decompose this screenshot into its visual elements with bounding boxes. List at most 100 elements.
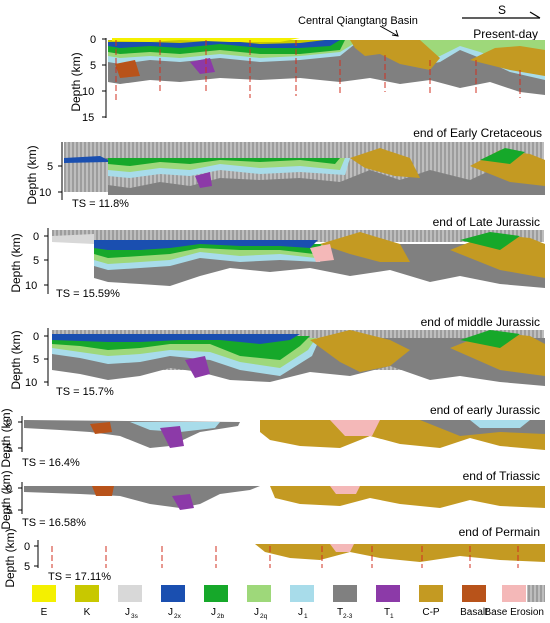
layer-c-p [470, 46, 545, 76]
tick-label: 5 [90, 60, 96, 72]
layer-j1 [470, 420, 530, 428]
legend-swatch-j2b [204, 585, 228, 602]
layer-base-erosion [330, 420, 380, 436]
shortening-label: TS = 15.7% [56, 386, 114, 398]
y-axis-label: Depth (km) [69, 52, 83, 111]
panel-title: Present-day [473, 27, 538, 41]
panel-middle-jurassic: 0 5 10 Depth (km) end of middle Jurassic… [9, 315, 545, 398]
legend-label: E [41, 607, 48, 618]
shortening-label: TS = 17.11% [48, 571, 111, 583]
panel-late-jurassic: 0 5 10 Depth (km) end of Late Jurassic T… [9, 215, 545, 300]
tick-label: 0 [6, 417, 12, 429]
tick-label: 15 [82, 112, 94, 124]
layer-j2x [52, 334, 300, 344]
layer-j2b [480, 148, 525, 164]
tick-label: 10 [25, 377, 37, 389]
layer-j2b [460, 330, 520, 348]
legend-swatch-k [75, 585, 99, 602]
layer-t1 [190, 58, 215, 74]
legend-subscript: 2x [174, 613, 182, 620]
tick-label: 5 [6, 505, 12, 517]
layer-c-p [270, 486, 545, 508]
panel-early-cretaceous: 5 10 Depth (km) end of Early Cretaceous … [25, 126, 545, 210]
seismic-background [52, 230, 544, 242]
y-axis-label: Depth (km) [0, 470, 13, 529]
layer-t1 [185, 356, 210, 378]
basin-pointer-head [391, 29, 399, 37]
panel-title: end of Permain [459, 525, 540, 539]
legend-swatch-basalt [462, 585, 486, 602]
layer-j3s [52, 234, 94, 244]
panel-title: end of middle Jurassic [421, 315, 540, 329]
legend-subscript: 2b [217, 613, 225, 620]
layer-c-p [450, 332, 545, 376]
basin-label: Central Qiangtang Basin [298, 15, 418, 27]
y-axis-label: Depth (km) [25, 145, 39, 204]
legend-label: Base Erosion [485, 607, 544, 618]
shortening-label: TS = 11.8% [72, 198, 129, 210]
y-axis-label: Depth (km) [3, 528, 17, 587]
shortening-label: TS = 16.58% [22, 517, 86, 529]
layer-j2x [64, 156, 108, 163]
shortening-label: TS = 15.59% [56, 288, 120, 300]
tick-label: 0 [6, 483, 12, 495]
layer-c-p [320, 232, 410, 262]
tick-label: 0 [90, 34, 96, 46]
layer-j2x [94, 240, 318, 250]
layer-c-p [350, 148, 420, 178]
tick-label: 0 [24, 541, 30, 553]
legend-swatch-seismic [527, 585, 545, 602]
panel-present-day: 0 5 10 15 Depth (km) Present-day [69, 27, 545, 124]
tick-label: 5 [33, 354, 39, 366]
legend-label: C-P [422, 607, 440, 618]
basin-pointer [379, 25, 399, 37]
panel-early-jurassic: 0 5 Depth (km) end of early Jurassic TS … [0, 403, 545, 469]
faults [51, 546, 519, 568]
legend-label: Basalt [460, 607, 488, 618]
layer-t2-3 [24, 486, 260, 508]
layer-basalt [115, 60, 140, 78]
legend-label: J [125, 607, 130, 618]
legend-subscript: 2q [260, 613, 268, 620]
panel-title: end of Early Cretaceous [413, 126, 542, 140]
legend-swatch-base-erosion [502, 585, 526, 602]
layer-base-erosion [330, 544, 354, 552]
layer-j2b [460, 232, 520, 250]
legend-subscript: 3s [131, 613, 139, 620]
legend-label: T [384, 607, 390, 618]
header: Central Qiangtang Basin S [298, 3, 541, 37]
legend-label: J [211, 607, 216, 618]
direction-label: S [498, 3, 506, 17]
layer-t1 [195, 172, 212, 188]
tick-label: 5 [33, 255, 39, 267]
tick-label: 5 [47, 161, 53, 173]
legend-subscript: 1 [390, 613, 394, 620]
direction-arrow-head [529, 11, 541, 19]
legend-subscript: 1 [304, 613, 308, 620]
legend-swatch-j1 [290, 585, 314, 602]
layer-j2b [108, 158, 340, 166]
layer-c-p [255, 544, 545, 562]
layer-c-p [350, 40, 440, 70]
legend-swatch-j2q [247, 585, 271, 602]
legend-label: J [298, 607, 303, 618]
legend-swatch-t2-3 [333, 585, 357, 602]
panel-title: end of Triassic [463, 469, 540, 483]
layer-t1 [172, 494, 194, 510]
layer-t2-3 [64, 158, 545, 195]
legend-swatch-j2x [161, 585, 185, 602]
layer-t1 [160, 426, 184, 448]
layer-base-erosion [330, 486, 360, 494]
tick-label: 10 [25, 280, 37, 292]
y-axis-label: Depth (km) [9, 233, 23, 292]
tick-label: 0 [33, 331, 39, 343]
panel-title: end of early Jurassic [430, 403, 540, 417]
faults [115, 40, 521, 102]
panel-permian: 0 5 Depth (km) end of Permain TS = 17.11… [3, 525, 545, 588]
shortening-label: TS = 16.4% [22, 457, 80, 469]
layer-basalt [92, 486, 114, 496]
legend-label: J [254, 607, 259, 618]
layer-base-erosion [310, 244, 334, 262]
layer-c-p [310, 330, 410, 372]
